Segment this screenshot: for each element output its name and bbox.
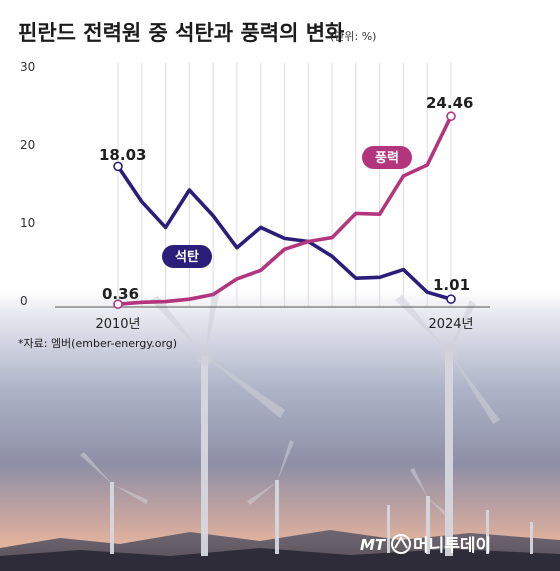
- chart-title: 핀란드 전력원 중 석탄과 풍력의 변화: [18, 21, 345, 45]
- x-tick-label-0: 2010년: [95, 317, 140, 332]
- wind-farm-background: MT 머니투데이: [0, 290, 560, 571]
- wind-end-label: 24.46: [426, 94, 473, 112]
- x-tick-label-1: 2024년: [428, 317, 473, 332]
- y-tick-label-1: 10: [20, 216, 35, 230]
- y-tick-label-2: 20: [20, 138, 35, 152]
- coal-series-line: [116, 164, 453, 301]
- coal-series-label: 석탄: [175, 249, 199, 265]
- coal-start-point: [113, 161, 123, 172]
- unit-label: (단위: %): [330, 30, 376, 43]
- logo-mark: MT: [360, 536, 387, 554]
- wind-series-tag: 풍력: [362, 146, 412, 169]
- coal-start-label: 18.03: [99, 146, 146, 164]
- wind-end-point: [446, 111, 456, 122]
- y-tick-label-3: 30: [20, 60, 35, 74]
- x-axis-ticks: 2010년 2024년: [95, 317, 473, 332]
- coal-series-tag: 석탄: [162, 245, 212, 268]
- coal-end-point: [446, 294, 456, 304]
- moneytoday-logo: [391, 534, 411, 554]
- y-axis-ticks: 0 10 20 30: [20, 60, 35, 308]
- wind-series-label: 풍력: [375, 151, 399, 166]
- wind-start-label: 0.36: [102, 285, 139, 303]
- wind-start-point: [113, 299, 123, 309]
- coal-end-label: 1.01: [433, 276, 470, 294]
- logo-name: 머니투데이: [413, 536, 491, 556]
- source-note: *자료: 엠버(ember-energy.org): [18, 337, 177, 350]
- y-tick-label-0: 0: [20, 294, 28, 308]
- wind-series-line: [116, 114, 453, 306]
- series-layer: [113, 111, 456, 309]
